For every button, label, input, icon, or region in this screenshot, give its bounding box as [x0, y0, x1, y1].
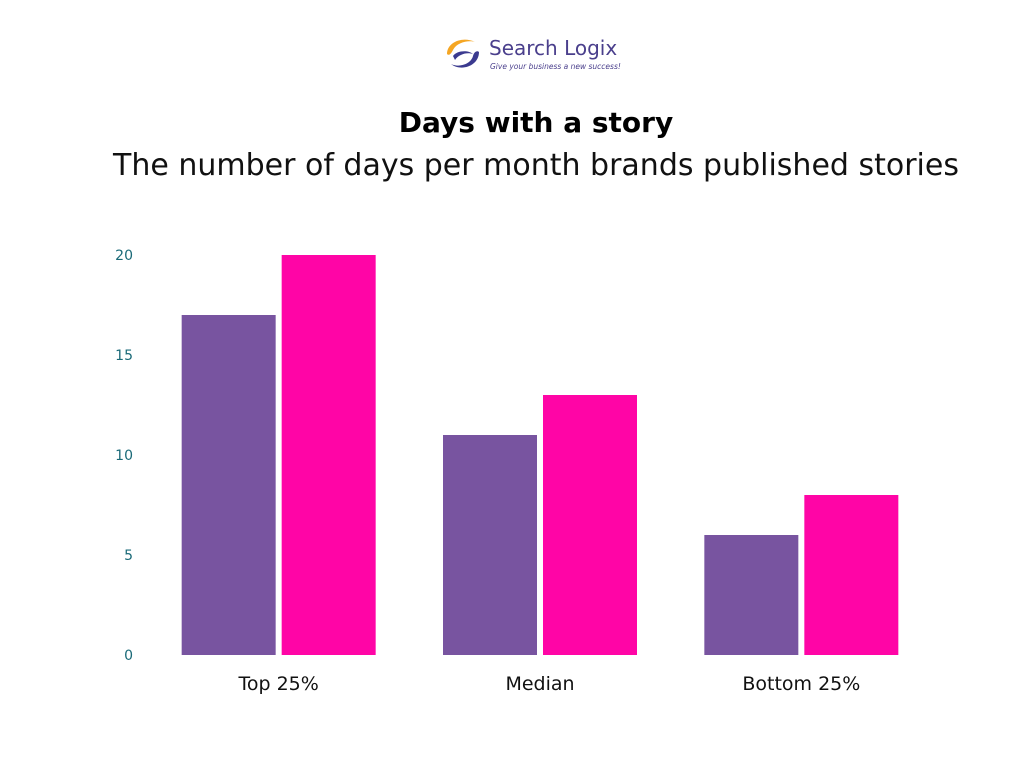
bar-2-1	[281, 255, 376, 655]
search-logix-logo-icon	[447, 39, 479, 68]
bars	[181, 255, 899, 655]
bar-2-2	[543, 395, 637, 655]
category-label: Bottom 25%	[742, 673, 860, 695]
y-tick-label: 15	[115, 348, 133, 364]
bar-1-2	[443, 435, 537, 655]
y-tick-label: 5	[124, 548, 133, 564]
x-axis-categories: Top 25% Median Bottom 25%	[237, 673, 860, 695]
y-tick-label: 20	[115, 248, 133, 264]
y-tick-label: 0	[124, 648, 133, 664]
brand-logo: Search Logix Give your business a new su…	[443, 34, 643, 78]
y-tick-label: 10	[115, 448, 133, 464]
logo-tagline: Give your business a new success!	[490, 62, 621, 71]
chart-subtitle: The number of days per month brands publ…	[113, 148, 959, 183]
y-axis-ticks: 0 5 10 15 20	[115, 248, 133, 664]
bar-2-3	[804, 495, 899, 655]
category-label: Top 25%	[237, 673, 318, 695]
category-label: Median	[505, 673, 574, 695]
logo-name: Search Logix	[489, 36, 618, 60]
bar-1-3	[704, 535, 799, 655]
bar-1-1	[181, 315, 276, 655]
chart-title: Days with a story	[398, 106, 674, 139]
